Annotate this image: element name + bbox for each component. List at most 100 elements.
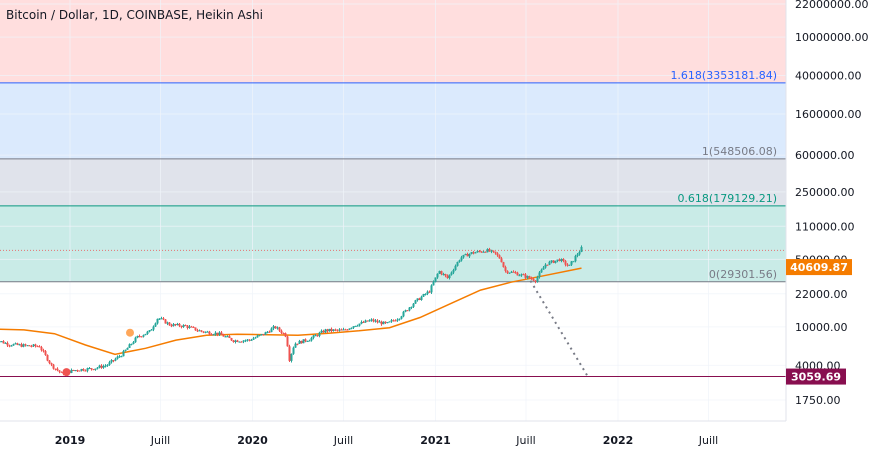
candle-body-118 (228, 336, 231, 339)
candle-body-50 (92, 369, 95, 371)
candle-body-260 (512, 271, 515, 273)
candle-body-108 (208, 331, 211, 335)
candle-body-121 (234, 340, 237, 342)
candle-body-186 (364, 320, 367, 323)
candle-body-26 (44, 351, 47, 355)
candle-body-112 (216, 332, 219, 335)
candle-body-272 (536, 277, 539, 282)
candle-body-54 (100, 365, 103, 368)
candle-body-226 (444, 273, 447, 276)
candle-body-113 (218, 332, 221, 335)
candle-body-227 (446, 275, 449, 279)
candle-body-68 (128, 344, 131, 348)
candle-body-51 (94, 368, 97, 370)
candle-body-229 (450, 272, 453, 275)
candle-body-193 (378, 321, 381, 323)
candle-body-103 (198, 330, 201, 332)
candle-body-237 (466, 253, 469, 257)
candle-body-43 (78, 370, 81, 372)
candle-body-230 (452, 270, 455, 273)
candle-body-210 (412, 303, 415, 307)
candle-body-14 (20, 344, 23, 347)
trend-line-dotted[interactable] (529, 280, 589, 377)
candle-body-249 (490, 250, 493, 252)
candle-body-78 (148, 330, 151, 332)
candle-body-13 (18, 344, 21, 346)
candle-body-115 (222, 334, 225, 337)
candle-body-273 (538, 272, 541, 278)
support-badge-0 (786, 368, 846, 385)
candle-body-18 (28, 345, 31, 347)
x-tick-label-4: 2021 (420, 434, 451, 447)
signal-marker-2 (126, 328, 134, 337)
candle-body-97 (186, 325, 189, 328)
candle-body-216 (424, 293, 427, 295)
candle-body-84 (160, 318, 163, 320)
candle-body-145 (282, 333, 285, 335)
fib-zone-0 (0, 0, 786, 83)
candle-body-181 (354, 325, 357, 327)
candle-body-269 (530, 278, 533, 280)
candle-body-93 (178, 323, 181, 327)
candle-body-188 (368, 320, 371, 322)
candle-body-69 (130, 343, 133, 345)
candle-body-131 (254, 337, 257, 339)
y-axis: 22000000.00 10000000.00 4000000.00 1600000.… (785, 0, 873, 456)
candle-body-58 (108, 362, 111, 365)
candle-body-29 (50, 363, 53, 365)
candle-body-167 (326, 329, 329, 332)
candle-body-246 (484, 251, 487, 253)
candle-body-139 (270, 328, 273, 333)
candle-body-206 (404, 310, 407, 312)
candle-body-283 (558, 259, 561, 262)
candle-body-154 (300, 340, 303, 344)
price-badges: 40609.87 3059.69 (786, 259, 852, 385)
candle-body-128 (248, 339, 251, 341)
candle-body-213 (418, 298, 421, 300)
fib-levels: 1.618(3353181.84) 1(548506.08) 0.618(17912… (0, 69, 786, 283)
candle-body-158 (308, 340, 311, 342)
y-tick-label-0: 22000000.00 (795, 0, 868, 11)
candle-body-116 (224, 336, 227, 338)
candle-body-234 (460, 257, 463, 261)
x-axis: 2019 Juill 2020 Juill 2021 Juill 2022 Juill (0, 420, 873, 456)
candle-body-177 (346, 329, 349, 331)
fib-zone-3 (0, 205, 786, 282)
candle-body-203 (398, 318, 401, 320)
candle-body-92 (176, 323, 179, 325)
fib-label-1: 1(548506.08) (702, 145, 777, 158)
candle-body-156 (304, 339, 307, 342)
candle-body-105 (202, 331, 205, 333)
candle-body-77 (146, 331, 149, 334)
candle-body-175 (342, 329, 345, 331)
candle-body-10 (12, 344, 15, 346)
candle-body-258 (508, 272, 511, 274)
candle-body-111 (214, 332, 217, 335)
candle-body-252 (496, 253, 499, 256)
candle-body-136 (264, 332, 267, 335)
candle-body-287 (566, 264, 569, 266)
candle-body-60 (112, 360, 115, 362)
candle-body-204 (400, 316, 403, 319)
y-tick-label-9: 10000.00 (795, 321, 848, 334)
candle-body-250 (492, 250, 495, 252)
x-tick-label-0: 2019 (55, 434, 86, 447)
candle-body-65 (122, 350, 125, 357)
candle-body-147 (286, 336, 289, 347)
x-tick-label-7: Juill (698, 434, 718, 447)
candle-body-120 (232, 340, 235, 342)
candle-body-20 (32, 344, 35, 347)
candle-body-233 (458, 260, 461, 263)
candle-body-32 (56, 368, 59, 371)
ma-price-badge-label: 40609.87 (790, 261, 848, 274)
candle-body-198 (388, 321, 391, 323)
candle-body-3 (0, 341, 1, 343)
y-tick-label-1: 10000000.00 (795, 31, 868, 44)
candle-body-251 (494, 251, 497, 254)
candle-body-253 (498, 255, 501, 259)
candle-body-94 (180, 326, 183, 328)
candle-body-259 (510, 271, 513, 273)
candle-body-163 (318, 332, 321, 336)
